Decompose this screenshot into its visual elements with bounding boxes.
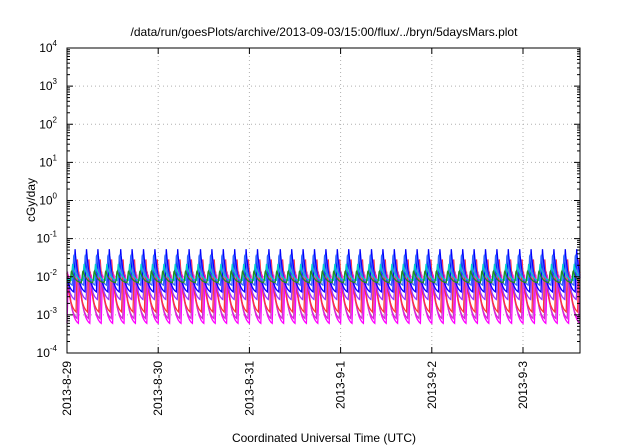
series-line: [66, 269, 581, 284]
y-tick-label: 101: [39, 153, 57, 169]
series-line: [66, 254, 581, 287]
chart-title: /data/run/goesPlots/archive/2013-09-03/1…: [131, 25, 519, 39]
x-tick-label: 2013-9-1: [334, 361, 348, 409]
y-tick-label: 102: [39, 115, 57, 131]
y-tick-label: 103: [39, 77, 57, 93]
series-line: [66, 259, 581, 301]
series-line: [66, 259, 581, 314]
series-line: [66, 263, 581, 282]
x-axis-label: Coordinated Universal Time (UTC): [232, 431, 416, 445]
y-tick-label: 10-4: [37, 344, 58, 360]
series-line: [66, 271, 581, 320]
y-tick-label: 10-2: [37, 268, 58, 284]
series-line: [66, 249, 581, 294]
y-tick-label: 10-1: [37, 230, 58, 246]
x-tick-label: 2013-9-3: [516, 361, 530, 409]
x-tick-label: 2013-8-31: [242, 361, 256, 416]
y-axis-label: cGy/day: [24, 178, 38, 222]
y-tick-label: 10-3: [37, 306, 58, 322]
x-tick-label: 2013-9-2: [425, 361, 439, 409]
y-tick-label: 100: [39, 192, 57, 208]
x-tick-label: 2013-8-30: [151, 361, 165, 416]
y-tick-label: 104: [39, 39, 57, 55]
series-layer: [66, 249, 581, 325]
ticks: 104 103 102 101 100 10-1 10-2 10-3 10-42013-8-29…: [37, 39, 580, 416]
x-tick-label: 2013-8-29: [60, 361, 74, 416]
